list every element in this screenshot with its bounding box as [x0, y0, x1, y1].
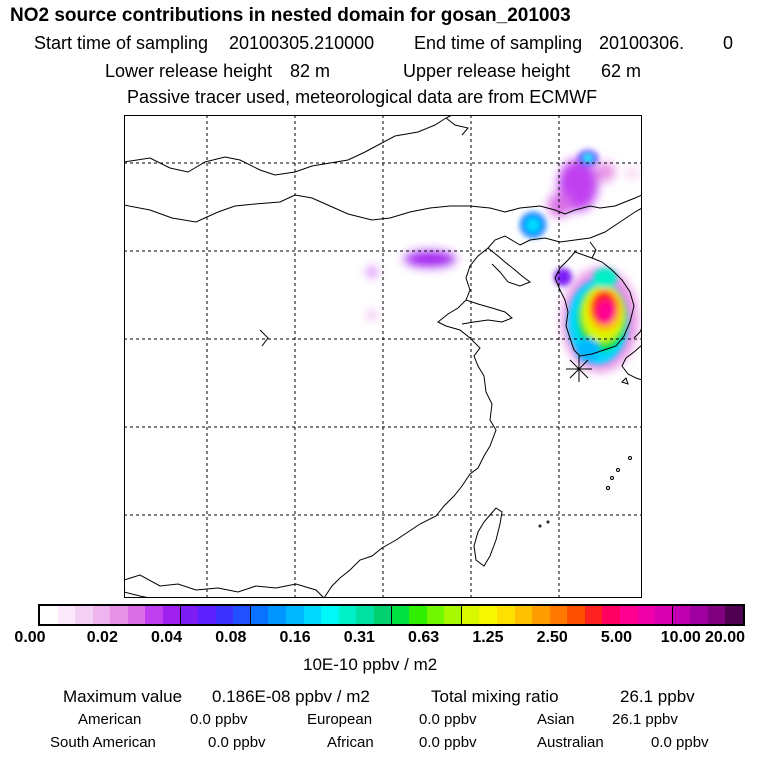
lower-height-label: Lower release height: [105, 61, 273, 81]
colorbar-cell: [92, 606, 111, 624]
colorbar-tick-label: 0.31: [343, 629, 375, 646]
colorbar-cell: [180, 606, 199, 624]
colorbar-cell: [145, 606, 164, 624]
colorbar-cell: [672, 606, 691, 624]
colorbar-cell: [549, 606, 568, 624]
colorbar-cell: [514, 606, 533, 624]
colorbar-cell: [655, 606, 674, 624]
asian-value: 26.1 ppbv: [612, 711, 678, 728]
european-label: European: [307, 711, 373, 728]
colorbar-cell: [619, 606, 639, 624]
start-time-label: Start time of sampling: [34, 33, 209, 53]
colorbar-cell: [75, 606, 94, 624]
colorbar-cell: [40, 606, 59, 624]
max-value-label: Maximum value: [63, 687, 183, 706]
colorbar-cell: [725, 606, 744, 624]
concentration-plume: [367, 150, 638, 372]
colorbar-tick-label: 0.00: [14, 629, 46, 646]
colorbar-unit: 10E-10 ppbv / m2: [303, 655, 438, 674]
end-time-value: 20100306.: [599, 33, 685, 53]
colorbar-cell: [198, 606, 217, 624]
colorbar-cell: [303, 606, 322, 624]
asian-label: Asian: [537, 711, 575, 728]
total-mixing-value: 26.1 ppbv: [620, 687, 695, 706]
total-mixing-label: Total mixing ratio: [431, 687, 559, 706]
tracer-note: Passive tracer used, meteorological data…: [127, 87, 598, 107]
colorbar-cell: [479, 606, 498, 624]
colorbar-tick-label: 1.25: [472, 629, 504, 646]
south-american-label: South American: [50, 734, 156, 751]
american-label: American: [78, 711, 142, 728]
lat-lon-grid: [124, 115, 642, 598]
colorbar-cell: [461, 606, 480, 624]
colorbar-cell: [637, 606, 656, 624]
max-value: 0.186E-08 ppbv / m2: [212, 687, 370, 706]
colorbar-cell: [391, 606, 410, 624]
colorbar-cell: [233, 606, 252, 624]
upper-height-label: Upper release height: [403, 61, 571, 81]
african-value: 0.0 ppbv: [419, 734, 477, 751]
colorbar-cell: [250, 606, 269, 624]
colorbar-tick-label: 0.08: [215, 629, 247, 646]
south-american-value: 0.0 ppbv: [208, 734, 266, 751]
colorbar-cell: [321, 606, 340, 624]
upper-height-value: 62 m: [601, 61, 642, 81]
colorbar-tick-label: 2.50: [536, 629, 568, 646]
colorbar-cell: [286, 606, 305, 624]
colorbar-cell: [127, 606, 146, 624]
australian-value: 0.0 ppbv: [651, 734, 709, 751]
colorbar-cell: [496, 606, 515, 624]
australian-label: Australian: [537, 734, 604, 751]
colorbar-cell: [356, 606, 375, 624]
colorbar-cell: [602, 606, 621, 624]
end-time-label: End time of sampling: [414, 33, 583, 53]
colorbar-cell: [373, 606, 392, 624]
plot-title: NO2 source contributions in nested domai…: [10, 5, 571, 26]
colorbar-tick-label: 0.04: [150, 629, 183, 646]
colorbar: [38, 604, 745, 626]
colorbar-tick-label: 5.00: [600, 629, 633, 646]
colorbar-tick-label: 0.63: [408, 629, 440, 646]
colorbar-cell: [110, 606, 129, 624]
african-label: African: [327, 734, 374, 751]
receptor-star-icon: [566, 356, 592, 382]
colorbar-cell: [409, 606, 428, 624]
colorbar-cell: [532, 606, 551, 624]
colorbar-cell: [338, 606, 357, 624]
colorbar-cell: [567, 606, 586, 624]
coastlines: [124, 115, 642, 598]
colorbar-tick-label: 0.16: [279, 629, 311, 646]
map-panel: [124, 115, 642, 598]
map-frame: [124, 115, 642, 598]
american-value: 0.0 ppbv: [190, 711, 248, 728]
colorbar-tick-label: 10.00: [660, 629, 701, 646]
colorbar-cell: [584, 606, 603, 624]
colorbar-tick-label: 20.00: [704, 629, 746, 646]
colorbar-cell: [444, 606, 463, 624]
colorbar-cell: [690, 606, 709, 624]
european-value: 0.0 ppbv: [419, 711, 477, 728]
lower-height-value: 82 m: [290, 61, 331, 81]
start-time-value: 20100305.210000: [229, 33, 375, 53]
end-time-extra: 0: [723, 33, 734, 53]
colorbar-cell: [268, 606, 287, 624]
colorbar-cell: [163, 606, 182, 624]
colorbar-cell: [215, 606, 234, 624]
colorbar-cell: [707, 606, 726, 624]
colorbar-cell: [426, 606, 445, 624]
colorbar-tick-label: 0.02: [86, 629, 118, 646]
colorbar-cell: [57, 606, 76, 624]
